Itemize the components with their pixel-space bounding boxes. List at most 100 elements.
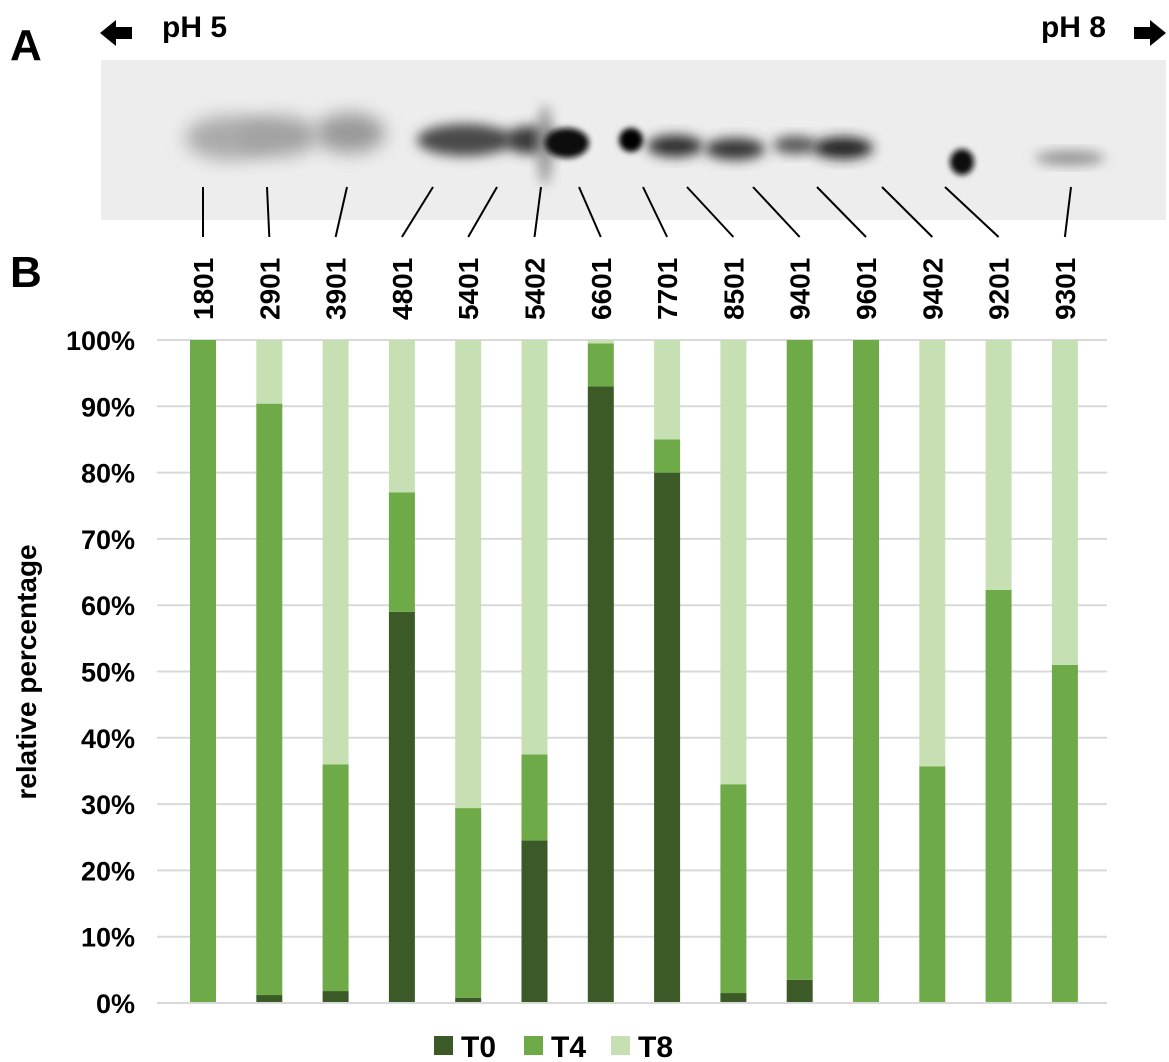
spot-leader-line — [816, 186, 867, 238]
y-tick-label: 40% — [81, 724, 135, 754]
lane-label: 9601 — [851, 258, 882, 320]
y-tick-label: 70% — [81, 525, 135, 555]
gel-image — [101, 60, 1166, 220]
left-arrow-icon — [100, 20, 132, 46]
bar-segment-t8 — [388, 340, 415, 493]
gel-spot — [238, 116, 318, 156]
bar-segment-t8 — [322, 340, 349, 765]
bar-segment-t0 — [786, 979, 813, 1003]
gel-spot — [619, 128, 643, 152]
gel-spot — [537, 105, 553, 185]
lane-label: 8501 — [718, 258, 749, 320]
lane-label: 3901 — [321, 258, 352, 320]
panel-b-letter: B — [10, 248, 42, 297]
spot-leader-line — [334, 186, 348, 238]
bar-segment-t0 — [455, 997, 482, 1003]
ph-left-label: pH 5 — [162, 11, 227, 44]
bar-segment-t4 — [190, 340, 216, 1003]
legend-swatch-t8 — [611, 1036, 630, 1055]
lane-label: 9401 — [785, 258, 816, 320]
ph-right-label: pH 8 — [1041, 11, 1106, 44]
y-tick-label: 50% — [81, 658, 135, 688]
lane-label: 4801 — [387, 258, 418, 320]
y-tick-label: 90% — [81, 392, 135, 422]
bar-segment-t4 — [388, 492, 415, 612]
legend-swatch-t0 — [434, 1036, 453, 1055]
spot-leader-line — [1063, 186, 1072, 238]
bar-segment-t4 — [322, 764, 349, 992]
bar-segment-t4 — [853, 340, 879, 1003]
spot-leader-line — [686, 186, 735, 238]
y-axis-label: relative percentage — [11, 544, 42, 799]
lane-label: 6601 — [586, 258, 617, 320]
lane-label: 2901 — [254, 258, 285, 320]
y-tick-labels: 0% 10% 20% 30% 40% 50% 60% 70% 80% 90% 100% — [66, 326, 135, 1019]
lane-label: 9402 — [917, 258, 948, 320]
gel-spot — [417, 124, 513, 156]
bar-segment-t0 — [654, 472, 681, 1004]
y-tick-label: 60% — [81, 591, 135, 621]
bar-segment-t4 — [587, 343, 614, 387]
bar-segment-t8 — [256, 340, 283, 404]
spot-leader-line — [467, 186, 498, 238]
y-tick-label: 100% — [66, 326, 135, 356]
right-arrow-icon — [1134, 20, 1166, 46]
bar-segment-t8 — [919, 340, 946, 767]
gel-spot — [705, 138, 765, 160]
lane-label: 9201 — [984, 258, 1015, 320]
y-tick-label: 30% — [81, 790, 135, 820]
lane-label: 5402 — [520, 258, 551, 320]
gel-spot — [813, 137, 873, 159]
spot-leader-line — [944, 186, 1000, 238]
bar-segment-t0 — [322, 991, 349, 1003]
bar-segment-t0 — [256, 995, 283, 1003]
spot-leader-line — [266, 186, 271, 238]
bar-segment-t0 — [521, 840, 548, 1003]
bar-segment-t8 — [1051, 340, 1078, 665]
legend: T0 T4 T8 — [434, 1031, 673, 1062]
y-tick-label: 10% — [81, 923, 135, 953]
bar-segment-t8 — [720, 340, 747, 785]
spot-leader-line — [881, 186, 934, 238]
y-tick-label: 20% — [81, 856, 135, 886]
spot-leader-lines — [202, 186, 1072, 238]
lane-label: 9301 — [1050, 258, 1081, 320]
lane-label: 7701 — [652, 258, 683, 320]
gel-spot — [950, 149, 974, 175]
gel-spot — [315, 113, 385, 153]
bar-segment-t8 — [455, 340, 482, 809]
bar-segment-t4 — [720, 784, 747, 994]
spot-leader-line — [642, 186, 669, 238]
gel-spot — [647, 135, 703, 157]
bar-segment-t4 — [521, 754, 548, 841]
stacked-bars — [190, 340, 1078, 1004]
bar-segment-t0 — [720, 993, 747, 1003]
bar-segment-t4 — [919, 766, 946, 1003]
gel-spot — [773, 136, 817, 154]
legend-label-t8: T8 — [638, 1031, 673, 1062]
bar-segment-t4 — [1051, 664, 1078, 1003]
y-tick-label: 80% — [81, 459, 135, 489]
bar-segment-t0 — [587, 386, 614, 1003]
legend-label-t0: T0 — [461, 1031, 496, 1062]
bar-segment-t4 — [256, 403, 283, 996]
bar-segment-t8 — [587, 340, 614, 344]
gel-spot — [1035, 151, 1105, 165]
bar-segment-t8 — [654, 340, 681, 440]
bar-segment-t4 — [654, 439, 681, 473]
lane-labels: 1801 2901 3901 4801 5401 5402 6601 7701 8501 9401… — [188, 258, 1081, 320]
bar-segment-t4 — [786, 340, 813, 980]
gridlines — [157, 339, 1107, 938]
spot-leader-line — [578, 186, 602, 238]
gel-spot — [545, 128, 589, 158]
legend-label-t4: T4 — [551, 1031, 586, 1062]
spot-leader-line — [752, 186, 801, 238]
bar-segment-t8 — [985, 340, 1012, 590]
spot-leader-line — [401, 186, 434, 238]
bar-segment-t0 — [388, 611, 415, 1003]
spot-leader-line — [533, 186, 542, 238]
legend-swatch-t4 — [524, 1036, 543, 1055]
lane-label: 1801 — [188, 258, 219, 320]
bar-segment-t4 — [455, 808, 482, 998]
